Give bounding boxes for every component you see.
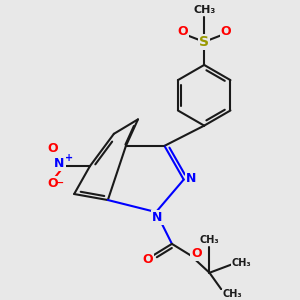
Text: O: O [142, 253, 153, 266]
Text: N: N [186, 172, 196, 184]
Text: N: N [152, 212, 163, 224]
Text: −: − [55, 178, 64, 188]
Text: CH₃: CH₃ [223, 290, 242, 299]
Text: +: + [65, 153, 73, 163]
Text: O: O [191, 248, 202, 260]
Text: CH₃: CH₃ [200, 235, 219, 244]
Text: O: O [220, 25, 231, 38]
Text: N: N [54, 157, 64, 170]
Text: O: O [177, 25, 188, 38]
Text: S: S [199, 35, 209, 49]
Text: CH₃: CH₃ [193, 5, 215, 15]
Text: CH₃: CH₃ [231, 258, 251, 268]
Text: O: O [47, 142, 58, 155]
Text: O: O [47, 177, 58, 190]
